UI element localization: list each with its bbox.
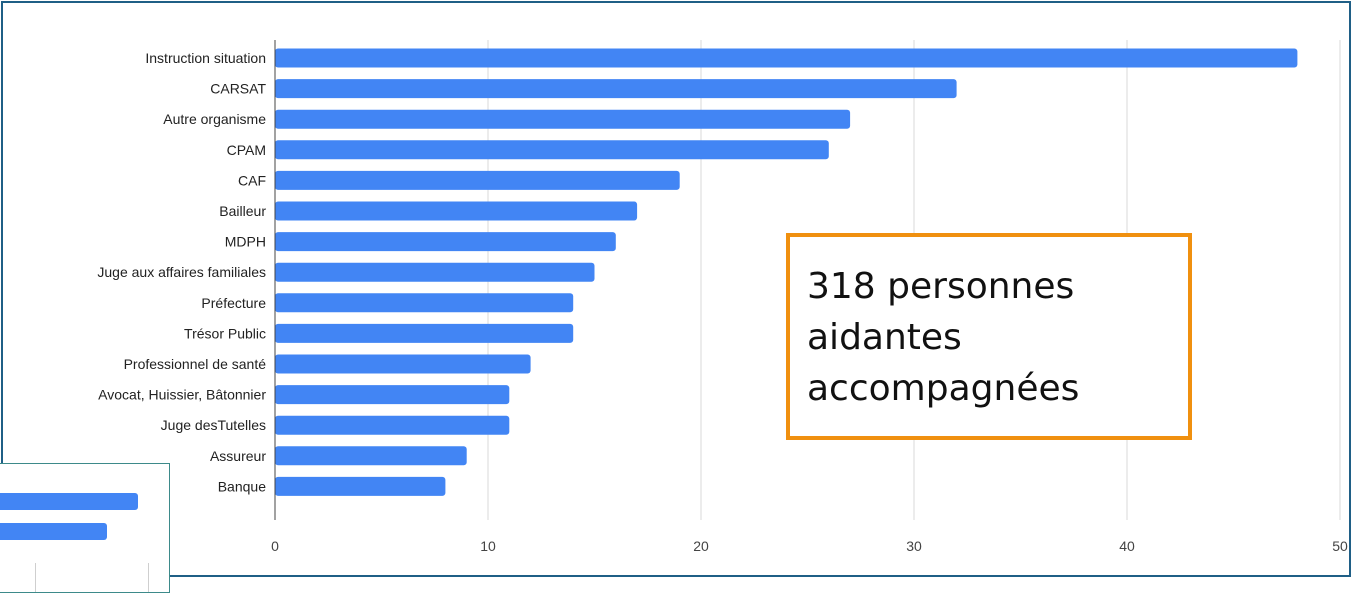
bar: [275, 476, 446, 496]
chart-frame: [1, 1, 1351, 577]
category-label: Trésor Public: [184, 325, 266, 341]
category-label: CAF: [238, 172, 266, 188]
category-label: CPAM: [227, 142, 266, 158]
bar: [275, 415, 510, 435]
annotation-line-3: accompagnées: [807, 368, 1080, 409]
x-tick-label: 20: [693, 538, 709, 554]
category-labels: Instruction situation CARSAT Autre organis…: [97, 50, 266, 494]
bar: [275, 385, 510, 405]
inset-bar-1: [0, 493, 138, 510]
category-label: Bailleur: [219, 203, 266, 219]
bars: [275, 48, 1298, 496]
category-label: Avocat, Huissier, Bâtonnier: [98, 387, 266, 403]
bar: [275, 79, 957, 99]
bar: [275, 262, 595, 282]
category-label: Instruction situation: [145, 50, 266, 66]
category-label: Préfecture: [201, 295, 266, 311]
bar: [275, 293, 574, 313]
x-tick-labels: 0 10 20 30 40 50: [271, 538, 1348, 554]
annotation-line-2: aidantes: [807, 317, 962, 358]
annotation-line-1: 318 personnes: [807, 266, 1075, 307]
bar: [275, 201, 638, 221]
category-label: CARSAT: [210, 81, 266, 97]
bar: [275, 232, 616, 252]
x-tick-label: 40: [1119, 538, 1135, 554]
category-label: Assureur: [210, 448, 266, 464]
category-label: MDPH: [225, 234, 266, 250]
category-label: Autre organisme: [163, 111, 266, 127]
x-tick-label: 0: [271, 538, 279, 554]
category-label: Juge desTutelles: [161, 417, 266, 433]
inset-grid-line: [35, 563, 36, 592]
bar: [275, 140, 829, 160]
x-tick-label: 50: [1332, 538, 1348, 554]
bar: [275, 323, 574, 343]
bar: [275, 170, 680, 190]
bar: [275, 446, 467, 466]
inset-bar-2: [0, 523, 107, 540]
category-label: Banque: [218, 478, 266, 494]
bar: [275, 109, 851, 129]
inset-chart-fragment: [0, 463, 170, 593]
annotation-box: 318 personnes aidantes accompagnées: [786, 233, 1192, 440]
bar: [275, 48, 1298, 68]
category-label: Juge aux affaires familiales: [97, 264, 266, 280]
bar: [275, 354, 531, 374]
x-tick-label: 10: [480, 538, 496, 554]
x-tick-label: 30: [906, 538, 922, 554]
inset-grid-line: [148, 563, 149, 592]
category-label: Professionnel de santé: [124, 356, 267, 372]
